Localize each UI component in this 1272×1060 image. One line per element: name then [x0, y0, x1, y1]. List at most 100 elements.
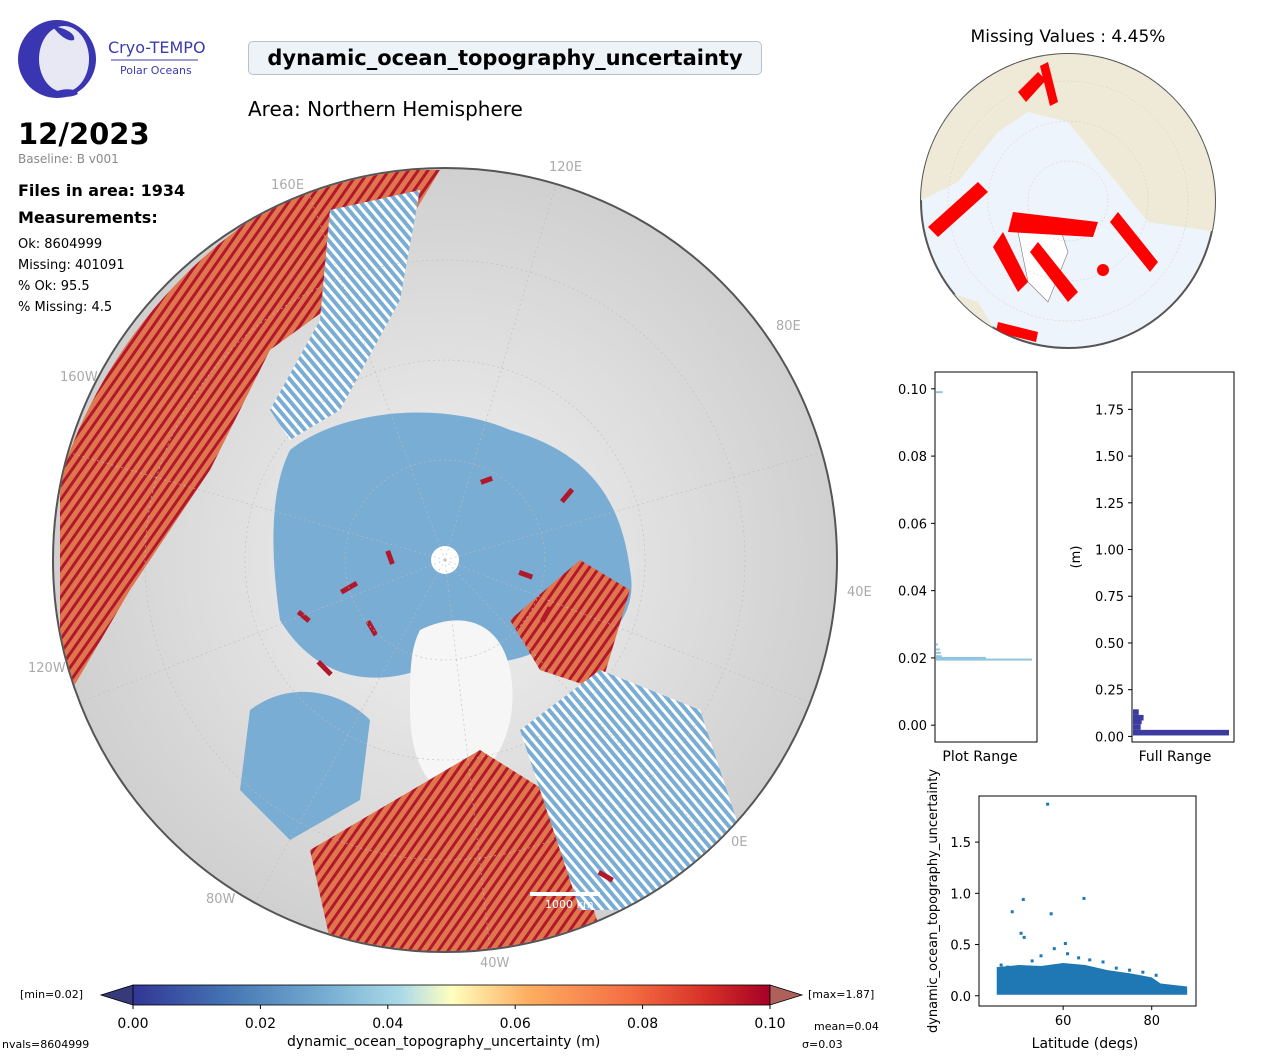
- mean-label: mean=0.04: [814, 1020, 879, 1033]
- missing-value-markers: [928, 62, 1158, 342]
- scatter-ytick-label: 0.0: [950, 990, 971, 1005]
- full-range-tick-label: 1.25: [1095, 497, 1124, 512]
- full-range-bar: [1133, 718, 1142, 725]
- full-range-tick-label: 0.75: [1095, 590, 1124, 605]
- scatter-point: [999, 963, 1003, 967]
- scatter-point: [1154, 973, 1158, 977]
- plot-range-bar: [936, 648, 940, 651]
- scatter-point: [1066, 952, 1070, 956]
- measurements-heading: Measurements:: [18, 208, 158, 227]
- grid-label-40w: 40W: [480, 956, 510, 971]
- nvals-label: nvals=8604999: [2, 1038, 90, 1051]
- colorbar-tick-label: 0.06: [500, 1016, 531, 1032]
- colorbar-min-extend: [99, 984, 134, 1006]
- plot-range-tick-label: 0.08: [898, 450, 927, 465]
- colorbar-min-label: [min=0.02]: [20, 988, 84, 1001]
- scatter-point: [1088, 958, 1092, 962]
- colorbar-max-label: [max=1.87]: [808, 988, 875, 1001]
- grid-label-120e: 120E: [549, 160, 583, 175]
- plot-range-tick-label: 0.02: [898, 652, 927, 667]
- full-range-tick-label: 0.50: [1095, 637, 1124, 652]
- scatter-ytick-label: 1.0: [950, 887, 971, 902]
- scatter-ytick-label: 0.5: [950, 939, 971, 954]
- plot-range-bar: [936, 651, 941, 654]
- scatter-point: [1077, 956, 1081, 960]
- full-range-bar: [1133, 714, 1144, 721]
- colorbar-tick-label: 0.08: [627, 1016, 658, 1032]
- graticule: [59, 169, 831, 951]
- missing-count: Missing: 401091: [18, 258, 125, 273]
- main-polar-map: 1000 km: [52, 167, 838, 953]
- plot-range-bar: [936, 643, 938, 646]
- barents-track-band: [510, 560, 630, 690]
- archipelago: [240, 691, 370, 840]
- histogram-panels: 0.000.020.040.060.080.10 Plot Range 0.00…: [898, 371, 1235, 1050]
- scatter-ylabel: dynamic_ocean_topography_uncertainty: [926, 769, 941, 1033]
- grid-label-40e: 40E: [847, 585, 872, 600]
- scatter-point: [1063, 942, 1067, 946]
- full-range-bar: [1133, 724, 1141, 730]
- full-range-bar: [1133, 729, 1229, 736]
- plot-range-bar: [936, 391, 943, 394]
- scatter-point: [1049, 912, 1053, 916]
- colorbar-tick-label: 0.10: [754, 1016, 785, 1032]
- colorbar-tick-label: 0.00: [117, 1016, 148, 1032]
- grid-label-160e: 160E: [271, 178, 305, 193]
- logo-subtitle: Polar Oceans: [120, 64, 192, 77]
- plot-range-tick-label: 0.00: [898, 719, 927, 734]
- latitude-scatter: 60 80 0.0 0.5 1.0 1.5 Latitude (degs) dynamic…: [926, 769, 1197, 1050]
- grid-label-0e: 0E: [731, 835, 748, 850]
- missing-map-land: [921, 54, 1215, 232]
- pct-ok: % Ok: 95.5: [18, 279, 90, 294]
- plot-range-tick-label: 0.10: [898, 383, 927, 398]
- scatter-point: [1141, 970, 1145, 974]
- ok-count: Ok: 8604999: [18, 237, 103, 252]
- logo-globe-icon: [18, 20, 198, 98]
- pct-missing: % Missing: 4.5: [18, 300, 113, 315]
- full-range-tick-label: 1.00: [1095, 544, 1124, 559]
- scatter-point: [1019, 931, 1023, 935]
- area-label: Area: Northern Hemisphere: [248, 97, 523, 121]
- full-range-bar: [1133, 709, 1139, 715]
- scatter-point: [1082, 896, 1086, 900]
- variable-title: dynamic_ocean_topography_uncertainty: [248, 41, 762, 75]
- logo-title: Cryo-TEMPO: [108, 38, 206, 57]
- grid-label-80w: 80W: [206, 892, 236, 907]
- full-range-tick-label: 0.00: [1095, 730, 1124, 745]
- grid-label-120w: 120W: [28, 661, 66, 676]
- plot-range-bar: [936, 655, 942, 658]
- scatter-point: [1006, 965, 1010, 969]
- colorbar-gradient: [132, 984, 771, 1006]
- full-range-label: Full Range: [1139, 749, 1212, 765]
- files-in-area: Files in area: 1934: [18, 181, 186, 200]
- full-range-tick-label: 0.25: [1095, 684, 1124, 699]
- scatter-xlabel: Latitude (degs): [1032, 1036, 1139, 1050]
- colorbar-label: dynamic_ocean_topography_uncertainty (m): [287, 1034, 601, 1050]
- scatter-ytick-label: 1.5: [950, 836, 971, 851]
- plot-range-tick-label: 0.06: [898, 517, 927, 532]
- missing-values-map: [920, 53, 1216, 349]
- baseline-label: Baseline: B v001: [18, 152, 119, 166]
- full-range-ylabel: (m): [1069, 546, 1084, 569]
- colorbar-tick-label: 0.04: [372, 1016, 403, 1032]
- scatter-point: [1046, 802, 1050, 806]
- scatter-point: [1039, 954, 1043, 958]
- colorbar: 0.00 0.02 0.04 0.06 0.08 0.10: [99, 984, 804, 1032]
- colorbar-max-extend: [769, 984, 804, 1006]
- high-uncertainty-features: [296, 475, 614, 883]
- grid-label-160w: 160W: [60, 370, 98, 385]
- scatter-xtick-label: 60: [1055, 1014, 1072, 1029]
- scatter-point: [1010, 910, 1014, 914]
- greenland: [410, 620, 513, 792]
- scale-bar-label: 1000 km: [545, 898, 594, 911]
- missing-map-title: Missing Values : 4.45%: [970, 27, 1166, 47]
- plot-range-bar: [936, 658, 1032, 661]
- scatter-point: [1128, 968, 1132, 972]
- full-range-histogram: 0.00 0.25 0.50 0.75 1.00 1.25 1.50 1.75 Full Ra…: [1069, 371, 1235, 765]
- scatter-point: [1021, 897, 1025, 901]
- norwegian-track-band: [520, 670, 740, 910]
- plot-range-bar: [936, 656, 986, 659]
- scale-bar: [530, 892, 600, 896]
- full-range-tick-label: 1.75: [1095, 403, 1124, 418]
- scatter-point: [1101, 960, 1105, 964]
